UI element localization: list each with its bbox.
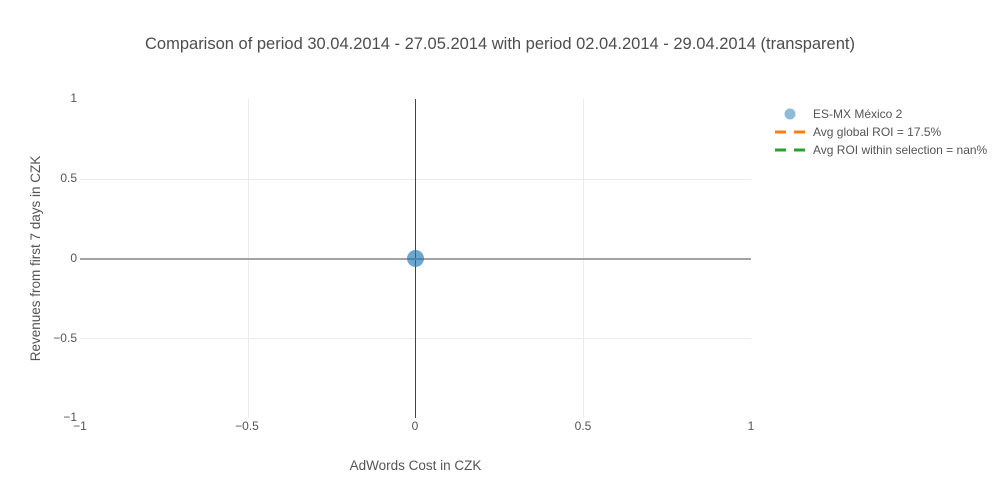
y-axis-title: Revenues from first 7 days in CZK xyxy=(28,155,43,362)
y-tick-label: 1 xyxy=(70,91,77,105)
x-tick-label: 0 xyxy=(411,419,419,433)
legend-item-selection-roi[interactable]: Avg ROI within selection = nan% xyxy=(775,141,987,159)
scatter-point[interactable] xyxy=(407,250,424,267)
legend: ES-MX México 2 Avg global ROI = 17.5% Av… xyxy=(775,105,987,159)
chart-title: Comparison of period 30.04.2014 - 27.05.… xyxy=(145,35,855,53)
legend-item-series[interactable]: ES-MX México 2 xyxy=(775,105,987,123)
y-tick-label: −1 xyxy=(63,410,77,424)
legend-item-label: Avg global ROI = 17.5% xyxy=(813,125,942,139)
dashed-line-icon xyxy=(775,126,805,138)
y-tick-label: 0 xyxy=(70,251,77,265)
plot-area[interactable] xyxy=(80,99,751,418)
y-tick-label: −0.5 xyxy=(53,331,77,345)
x-tick-label: 0.5 xyxy=(574,419,592,433)
x-tick-label: −1 xyxy=(73,419,87,433)
x-tick-label: −0.5 xyxy=(235,419,259,433)
x-axis-title: AdWords Cost in CZK xyxy=(349,458,482,473)
legend-item-global-roi[interactable]: Avg global ROI = 17.5% xyxy=(775,123,987,141)
dashed-line-icon xyxy=(775,144,805,156)
y-tick-label: 0.5 xyxy=(60,171,77,185)
legend-item-label: Avg ROI within selection = nan% xyxy=(813,143,988,157)
scatter-marker-icon xyxy=(775,108,805,120)
x-tick-label: 1 xyxy=(747,419,755,433)
legend-item-label: ES-MX México 2 xyxy=(813,107,903,121)
